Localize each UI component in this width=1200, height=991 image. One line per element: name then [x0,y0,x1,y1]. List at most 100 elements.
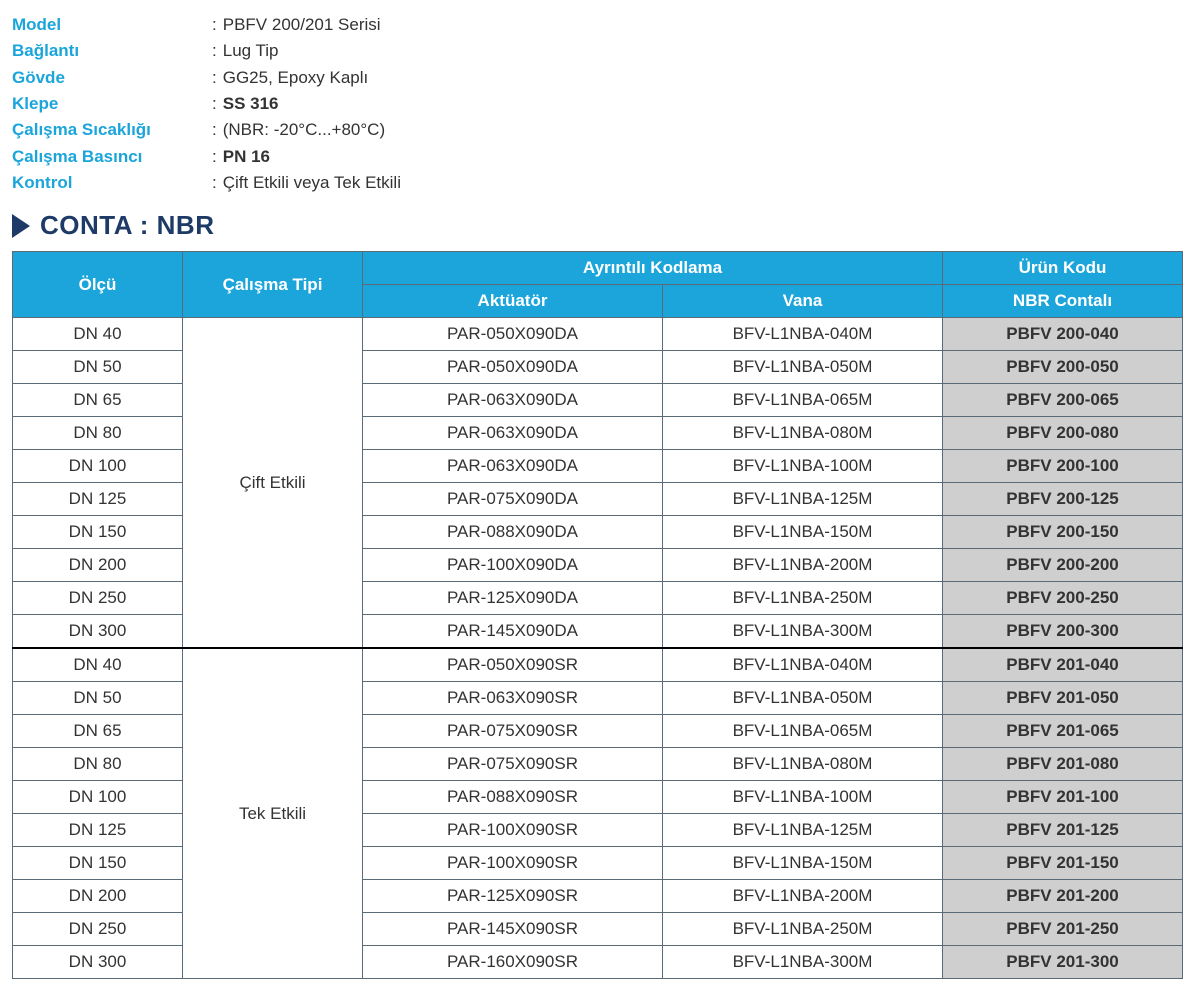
spec-colon: : [212,91,217,117]
cell-actuator: PAR-145X090DA [363,615,663,649]
spec-value: (NBR: -20°C...+80°C) [223,117,385,143]
cell-actuator: PAR-063X090SR [363,682,663,715]
cell-product-code: PBFV 201-100 [943,781,1183,814]
cell-size: DN 200 [13,880,183,913]
cell-actuator: PAR-125X090DA [363,582,663,615]
cell-size: DN 80 [13,417,183,450]
cell-size: DN 250 [13,582,183,615]
cell-valve: BFV-L1NBA-100M [663,781,943,814]
cell-actuator: PAR-075X090SR [363,715,663,748]
spec-colon: : [212,65,217,91]
spec-label: Kontrol [12,170,212,196]
th-code-sub: NBR Contalı [943,285,1183,318]
cell-size: DN 65 [13,384,183,417]
cell-size: DN 100 [13,450,183,483]
cell-product-code: PBFV 200-050 [943,351,1183,384]
cell-actuator: PAR-125X090SR [363,880,663,913]
table-row: DN 40Çift EtkiliPAR-050X090DABFV-L1NBA-0… [13,318,1183,351]
spec-row: Kontrol: Çift Etkili veya Tek Etkili [12,170,1188,196]
cell-size: DN 100 [13,781,183,814]
cell-product-code: PBFV 200-100 [943,450,1183,483]
cell-actuator: PAR-100X090DA [363,549,663,582]
th-type: Çalışma Tipi [183,252,363,318]
cell-size: DN 40 [13,318,183,351]
th-code-group: Ürün Kodu [943,252,1183,285]
cell-actuator: PAR-050X090SR [363,648,663,682]
spec-value: PN 16 [223,144,270,170]
cell-valve: BFV-L1NBA-065M [663,384,943,417]
th-detail-group: Ayrıntılı Kodlama [363,252,943,285]
spec-row: Çalışma Sıcaklığı: (NBR: -20°C...+80°C) [12,117,1188,143]
spec-label: Çalışma Basıncı [12,144,212,170]
spec-value: Çift Etkili veya Tek Etkili [223,170,401,196]
spec-list: Model: PBFV 200/201 SerisiBağlantı: Lug … [12,12,1188,196]
cell-actuator: PAR-100X090SR [363,847,663,880]
spec-row: Model: PBFV 200/201 Serisi [12,12,1188,38]
cell-valve: BFV-L1NBA-050M [663,682,943,715]
cell-actuator: PAR-075X090DA [363,483,663,516]
spec-colon: : [212,170,217,196]
cell-valve: BFV-L1NBA-200M [663,880,943,913]
spec-colon: : [212,38,217,64]
section-header: CONTA : NBR [12,210,1188,241]
cell-actuator: PAR-063X090DA [363,384,663,417]
cell-product-code: PBFV 201-200 [943,880,1183,913]
cell-product-code: PBFV 201-080 [943,748,1183,781]
spec-value: Lug Tip [223,38,279,64]
cell-valve: BFV-L1NBA-040M [663,318,943,351]
cell-valve: BFV-L1NBA-100M [663,450,943,483]
table-row: DN 40Tek EtkiliPAR-050X090SRBFV-L1NBA-04… [13,648,1183,682]
cell-valve: BFV-L1NBA-125M [663,483,943,516]
cell-valve: BFV-L1NBA-250M [663,913,943,946]
cell-valve: BFV-L1NBA-080M [663,417,943,450]
cell-valve: BFV-L1NBA-150M [663,847,943,880]
th-actuator: Aktüatör [363,285,663,318]
cell-valve: BFV-L1NBA-250M [663,582,943,615]
section-title: CONTA : NBR [40,210,214,241]
cell-type: Tek Etkili [183,648,363,979]
cell-product-code: PBFV 200-200 [943,549,1183,582]
spec-colon: : [212,117,217,143]
cell-actuator: PAR-063X090DA [363,450,663,483]
cell-valve: BFV-L1NBA-040M [663,648,943,682]
cell-product-code: PBFV 200-250 [943,582,1183,615]
cell-product-code: PBFV 200-080 [943,417,1183,450]
th-size: Ölçü [13,252,183,318]
spec-label: Çalışma Sıcaklığı [12,117,212,143]
cell-actuator: PAR-050X090DA [363,318,663,351]
spec-row: Klepe: SS 316 [12,91,1188,117]
cell-size: DN 150 [13,516,183,549]
cell-size: DN 50 [13,351,183,384]
spec-label: Bağlantı [12,38,212,64]
cell-size: DN 125 [13,814,183,847]
cell-valve: BFV-L1NBA-150M [663,516,943,549]
cell-product-code: PBFV 201-150 [943,847,1183,880]
cell-actuator: PAR-075X090SR [363,748,663,781]
spec-label: Klepe [12,91,212,117]
cell-product-code: PBFV 201-040 [943,648,1183,682]
product-table: Ölçü Çalışma Tipi Ayrıntılı Kodlama Ürün… [12,251,1183,979]
cell-product-code: PBFV 200-125 [943,483,1183,516]
cell-actuator: PAR-050X090DA [363,351,663,384]
spec-label: Model [12,12,212,38]
cell-valve: BFV-L1NBA-065M [663,715,943,748]
cell-product-code: PBFV 201-300 [943,946,1183,979]
th-valve: Vana [663,285,943,318]
spec-row: Bağlantı: Lug Tip [12,38,1188,64]
cell-product-code: PBFV 201-065 [943,715,1183,748]
spec-value: PBFV 200/201 Serisi [223,12,381,38]
cell-actuator: PAR-063X090DA [363,417,663,450]
cell-valve: BFV-L1NBA-200M [663,549,943,582]
spec-row: Çalışma Basıncı: PN 16 [12,144,1188,170]
cell-product-code: PBFV 201-050 [943,682,1183,715]
spec-colon: : [212,144,217,170]
cell-size: DN 150 [13,847,183,880]
cell-size: DN 50 [13,682,183,715]
spec-colon: : [212,12,217,38]
spec-row: Gövde: GG25, Epoxy Kaplı [12,65,1188,91]
spec-label: Gövde [12,65,212,91]
triangle-icon [12,214,30,238]
cell-actuator: PAR-100X090SR [363,814,663,847]
cell-size: DN 300 [13,615,183,649]
cell-type: Çift Etkili [183,318,363,649]
